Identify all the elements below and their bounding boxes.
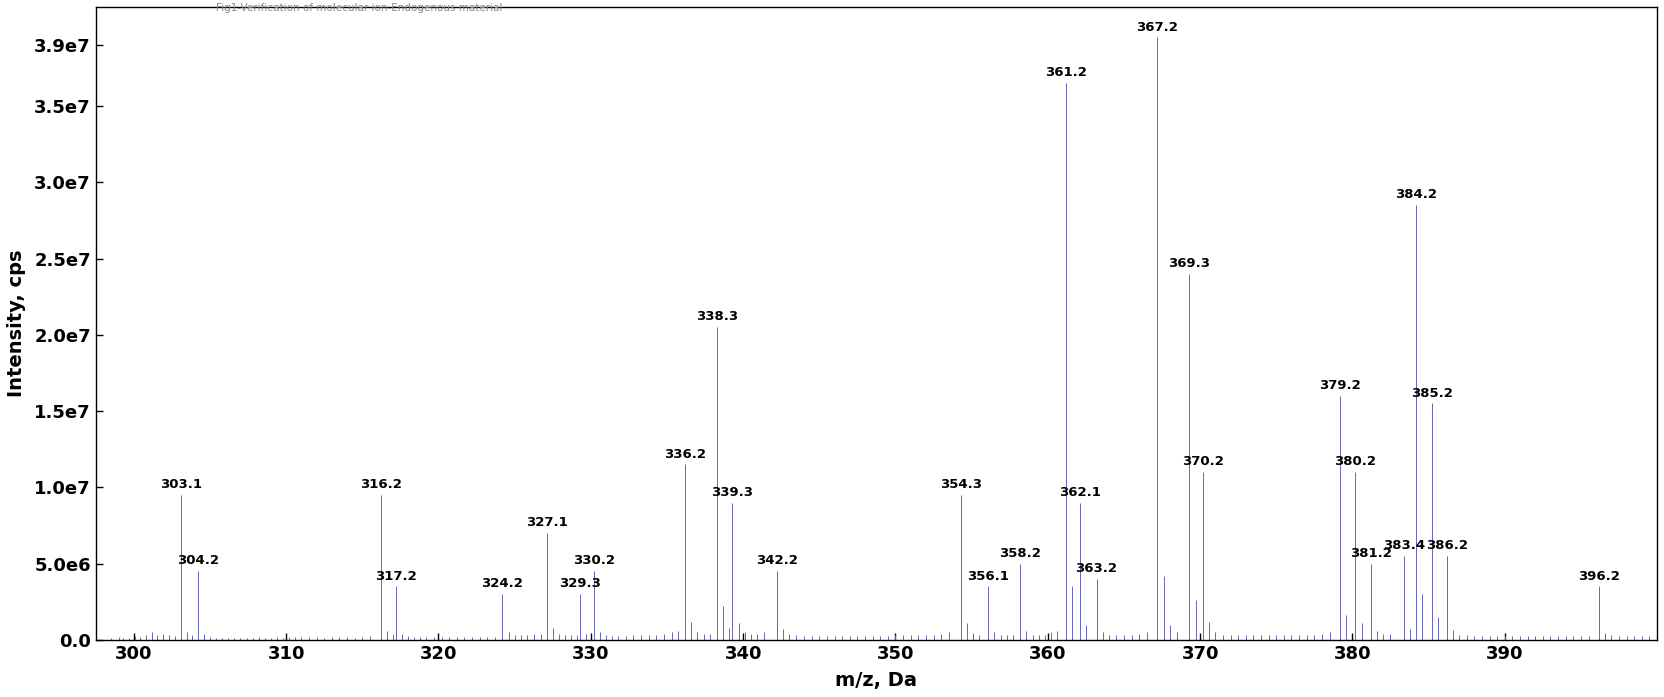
Text: 304.2: 304.2	[176, 554, 220, 567]
Text: 327.1: 327.1	[526, 516, 567, 529]
Text: 329.3: 329.3	[559, 577, 601, 590]
Y-axis label: Intensity, cps: Intensity, cps	[7, 250, 27, 397]
Text: 384.2: 384.2	[1396, 188, 1438, 201]
Text: 369.3: 369.3	[1168, 257, 1210, 270]
Text: 358.2: 358.2	[1000, 546, 1042, 560]
X-axis label: m/z, Da: m/z, Da	[835, 671, 917, 690]
Text: 317.2: 317.2	[374, 569, 416, 583]
Text: 316.2: 316.2	[359, 478, 401, 491]
Text: 370.2: 370.2	[1181, 455, 1225, 468]
Text: 367.2: 367.2	[1137, 21, 1178, 33]
Text: 324.2: 324.2	[481, 577, 524, 590]
Text: 330.2: 330.2	[572, 554, 616, 567]
Text: Fig1-Verification of molecular ion-Endogenous material: Fig1-Verification of molecular ion-Endog…	[216, 3, 503, 13]
Text: 354.3: 354.3	[940, 478, 982, 491]
Text: 303.1: 303.1	[160, 478, 201, 491]
Text: 381.2: 381.2	[1350, 546, 1391, 560]
Text: 336.2: 336.2	[664, 447, 706, 461]
Text: 386.2: 386.2	[1426, 539, 1468, 552]
Text: 379.2: 379.2	[1320, 379, 1361, 392]
Text: 396.2: 396.2	[1577, 569, 1621, 583]
Text: 339.3: 339.3	[712, 486, 754, 499]
Text: 361.2: 361.2	[1045, 66, 1087, 79]
Text: 362.1: 362.1	[1058, 486, 1100, 499]
Text: 380.2: 380.2	[1335, 455, 1376, 468]
Text: 363.2: 363.2	[1075, 562, 1118, 575]
Text: 356.1: 356.1	[967, 569, 1010, 583]
Text: 342.2: 342.2	[755, 554, 797, 567]
Text: 383.4: 383.4	[1383, 539, 1426, 552]
Text: 385.2: 385.2	[1411, 387, 1453, 399]
Text: 338.3: 338.3	[696, 310, 739, 323]
